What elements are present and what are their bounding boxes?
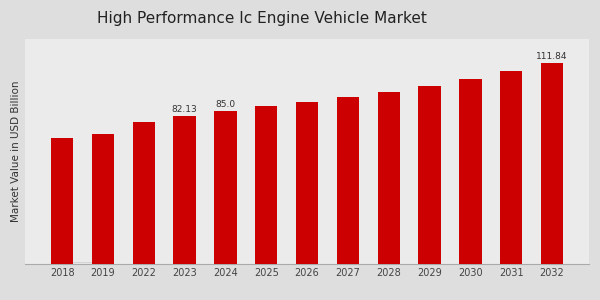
Bar: [337, 98, 359, 264]
Bar: [296, 102, 319, 264]
Bar: [255, 106, 277, 264]
Bar: [541, 63, 563, 264]
Text: 111.84: 111.84: [536, 52, 568, 61]
Y-axis label: Market Value in USD Billion: Market Value in USD Billion: [11, 81, 21, 222]
Bar: [173, 116, 196, 264]
Bar: [133, 122, 155, 264]
Text: 82.13: 82.13: [172, 105, 197, 114]
Bar: [418, 86, 441, 264]
Bar: [51, 138, 73, 264]
Text: 85.0: 85.0: [215, 100, 235, 109]
Bar: [92, 134, 114, 264]
Bar: [377, 92, 400, 264]
Bar: [459, 80, 482, 264]
Bar: [500, 71, 523, 264]
Title: High Performance Ic Engine Vehicle Market: High Performance Ic Engine Vehicle Marke…: [97, 11, 427, 26]
Bar: [214, 111, 236, 264]
